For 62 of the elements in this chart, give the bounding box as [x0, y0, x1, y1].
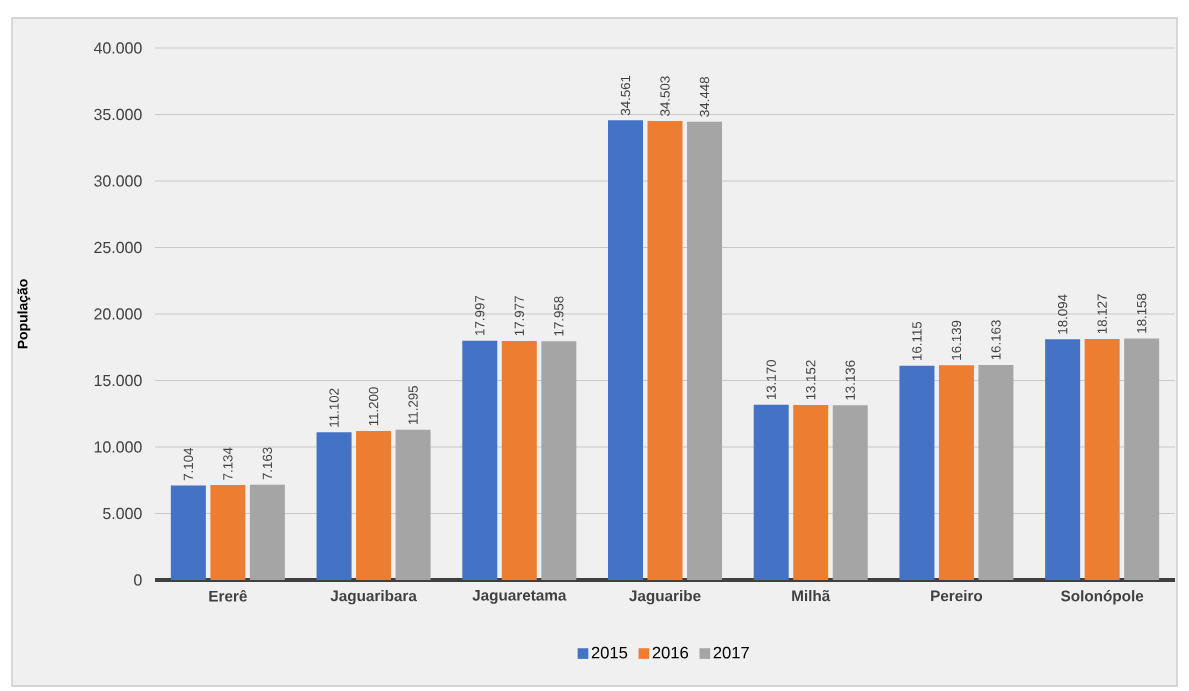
data-label: 7.104: [183, 447, 194, 481]
bar: [938, 365, 974, 580]
x-tick-label: Jaguaribara: [330, 590, 417, 605]
data-label: 17.977: [514, 296, 524, 336]
data-label: 7.134: [223, 447, 233, 480]
bar: [1124, 338, 1160, 580]
bar: [753, 404, 789, 580]
y-tick-label: 35.000: [94, 108, 142, 121]
x-tick-label: Milhã: [792, 590, 831, 602]
data-label: 16.139: [951, 320, 962, 360]
data-label: 17.958: [554, 296, 564, 336]
data-label: 11.200: [368, 387, 379, 426]
data-label: 7.163: [262, 447, 273, 480]
bar: [978, 365, 1014, 580]
data-label: 13.136: [845, 360, 855, 400]
bar: [249, 484, 285, 580]
bar: [899, 365, 935, 580]
bar: [316, 432, 352, 580]
y-tick-label: 40.000: [93, 42, 142, 54]
y-tick-label: 15.000: [94, 374, 142, 387]
data-label: 34.503: [660, 76, 670, 116]
data-label: 18.158: [1136, 293, 1147, 333]
data-label: 34.448: [699, 77, 710, 117]
bar: [1045, 339, 1081, 580]
bar: [608, 120, 643, 580]
y-tick-label: 30.000: [94, 175, 142, 187]
y-tick-label: 25.000: [94, 241, 142, 254]
bar: [462, 340, 498, 580]
y-tick-label: 5.000: [103, 507, 142, 520]
bar: [356, 431, 392, 580]
legend-label: 2015: [591, 646, 628, 659]
y-tick-label: 20.000: [94, 308, 142, 320]
x-tick-label: Jaguaretama: [472, 590, 567, 604]
legend-label: 2017: [713, 646, 749, 659]
bar: [1084, 338, 1120, 580]
data-label: 11.102: [329, 388, 339, 427]
bar: [395, 429, 431, 580]
data-label: 34.561: [620, 75, 631, 116]
y-axis-title: População: [17, 279, 31, 349]
data-label: 13.152: [806, 360, 816, 400]
data-label: 11.295: [408, 386, 418, 425]
data-label: 17.997: [475, 295, 485, 335]
bar: [647, 121, 683, 580]
x-tick-label: Jaguaribe: [629, 590, 701, 605]
bar: [210, 485, 246, 580]
data-label: 18.127: [1097, 294, 1107, 334]
data-label: 16.163: [991, 320, 1001, 360]
bar: [687, 121, 723, 580]
bar: [170, 485, 206, 580]
y-tick-label: 0: [134, 574, 142, 586]
data-label: 16.115: [912, 321, 922, 360]
x-tick-label: Ererê: [209, 590, 247, 602]
legend-label: 2016: [652, 646, 689, 659]
data-label: 13.170: [766, 360, 776, 400]
y-tick-label: 10.000: [94, 441, 142, 453]
bar: [501, 340, 537, 580]
bar: [541, 341, 577, 580]
x-tick-label: Solonópole: [1061, 590, 1144, 605]
bar: [793, 405, 829, 580]
x-tick-label: Pereiro: [931, 590, 983, 602]
data-label: 18.094: [1057, 294, 1068, 334]
bar: [832, 405, 868, 580]
